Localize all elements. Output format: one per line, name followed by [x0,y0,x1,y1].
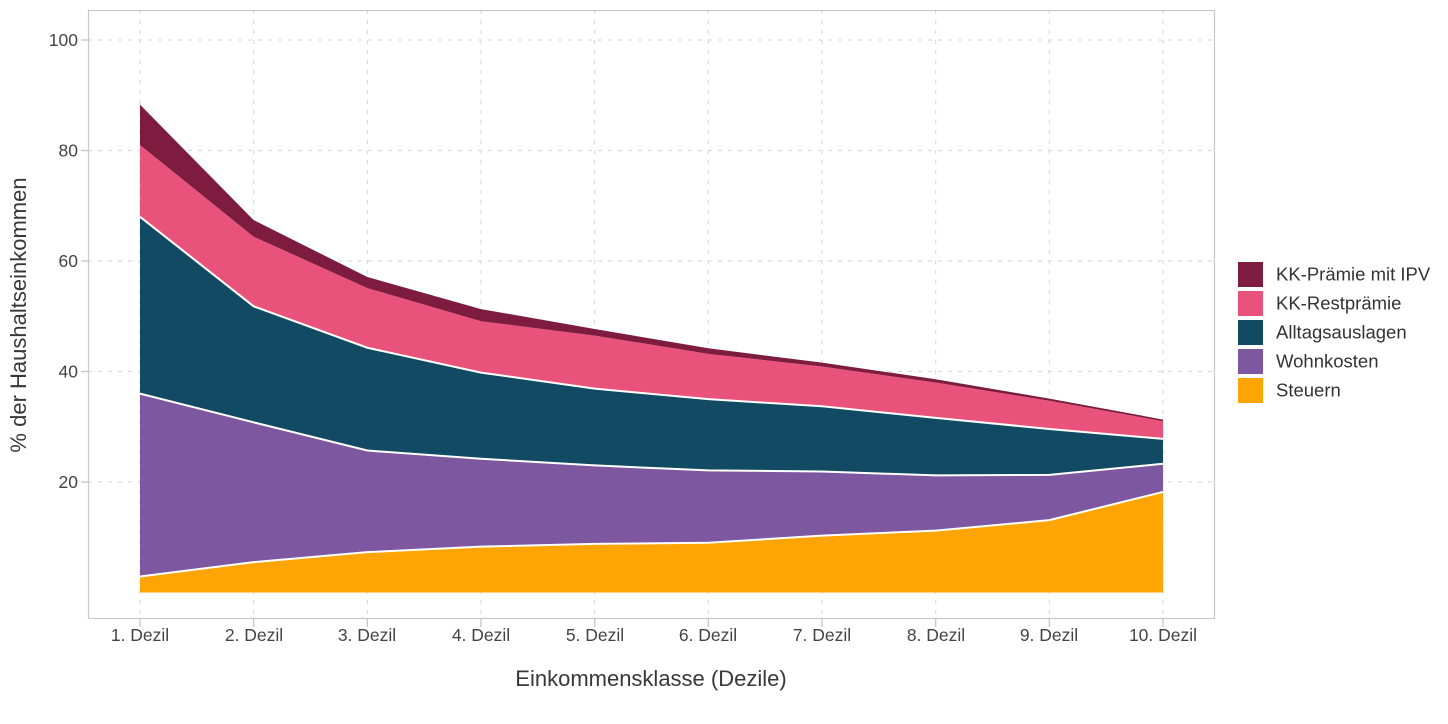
legend-label-steuern: Steuern [1276,380,1341,401]
panel-border [87,9,1216,620]
x-axis-title: Einkommensklasse (Dezile) [515,666,786,691]
x-tick-label-1: 1. Dezil [111,625,169,645]
area-steuern [140,491,1164,593]
y-tick-label-60: 60 [59,251,79,271]
separator-line-0 [139,490,1164,578]
x-tick-label-2: 2. Dezil [225,625,283,645]
x-tick-label-3: 3. Dezil [338,625,396,645]
area-kk-restpr-mie [140,144,1164,439]
legend-label-alltagsauslagen: Alltagsauslagen [1276,322,1407,343]
y-tick-label-80: 80 [59,141,79,161]
separator-line-2 [139,216,1164,440]
separator-line-1 [139,392,1164,477]
y-tick-label-20: 20 [59,472,79,492]
x-tick-label-4: 4. Dezil [452,625,510,645]
x-tick-label-7: 7. Dezil [793,625,851,645]
x-tick-label-6: 6. Dezil [679,625,737,645]
legend-label-kk-praemie-mit-ipv: KK-Prämie mit IPV [1276,264,1431,285]
legend-swatch-kk-restpraemie [1238,291,1263,316]
y-tick-label-100: 100 [49,30,78,50]
x-tick-label-10: 10. Dezil [1129,625,1197,645]
legend-swatch-wohnkosten [1238,349,1263,374]
x-tick-label-5: 5. Dezil [566,625,624,645]
x-tick-label-8: 8. Dezil [907,625,965,645]
area-series [139,104,1164,593]
x-tick-label-9: 9. Dezil [1020,625,1078,645]
legend-swatch-alltagsauslagen [1238,320,1263,345]
axis-ticks [81,39,1164,627]
y-axis-title: % der Haushaltseinkommen [6,177,31,452]
legend-swatch-steuern [1238,378,1263,403]
legend: KK-Prämie mit IPV KK-Restprämie Alltagsa… [1238,262,1431,403]
legend-swatch-kk-praemie-mit-ipv [1238,262,1263,287]
y-tick-label-40: 40 [59,362,79,382]
legend-label-kk-restpraemie: KK-Restprämie [1276,293,1401,314]
area-alltagsauslagen [140,216,1164,476]
legend-label-wohnkosten: Wohnkosten [1276,351,1379,372]
area-wohnkosten [140,393,1164,577]
